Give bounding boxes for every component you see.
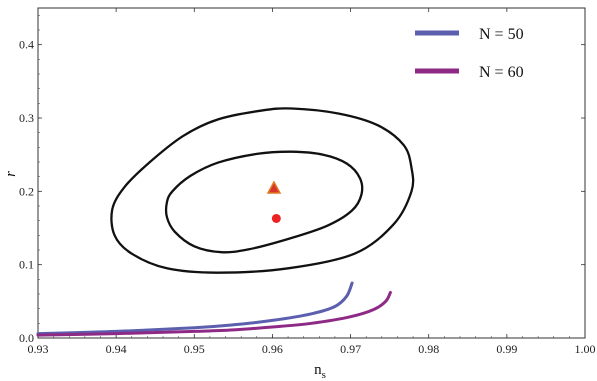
x-tick-label: 1.00 — [575, 342, 596, 356]
plot-area: 0.93 0.94 0.95 0.96 0.97 0.98 0.99 1.00 0.0 0.1 0.… — [19, 7, 596, 356]
confidence-contour-1 — [164, 150, 364, 254]
x-axis-title-main: n — [314, 362, 322, 378]
triangle-marker — [266, 180, 282, 194]
x-tick-label: 0.97 — [340, 342, 361, 356]
x-axis-title: ns — [314, 362, 326, 381]
series-line-2 — [36, 291, 392, 337]
x-tick-label: 0.99 — [496, 342, 517, 356]
x-axis-title-subscript: s — [322, 369, 326, 381]
legend-label: N = 60 — [479, 64, 524, 81]
y-tick-label: 0.2 — [19, 184, 34, 198]
y-tick-label: 0.0 — [19, 331, 34, 345]
plot-frame — [37, 7, 586, 339]
x-tick-label: 0.95 — [184, 342, 205, 356]
legend-label: N = 50 — [479, 26, 524, 43]
x-tick-label: 0.96 — [262, 342, 283, 356]
series-line-1 — [36, 281, 354, 336]
x-tick-label: 0.93 — [28, 342, 49, 356]
x-tick-label: 0.94 — [106, 342, 127, 356]
y-axis-title: r — [3, 171, 19, 177]
y-tick-label: 0.4 — [19, 38, 34, 52]
y-tick-label: 0.1 — [19, 258, 34, 272]
circle-marker — [271, 213, 281, 223]
x-tick-label: 0.98 — [418, 342, 439, 356]
confidence-contour-2 — [110, 107, 415, 274]
y-tick-label: 0.3 — [19, 111, 34, 125]
